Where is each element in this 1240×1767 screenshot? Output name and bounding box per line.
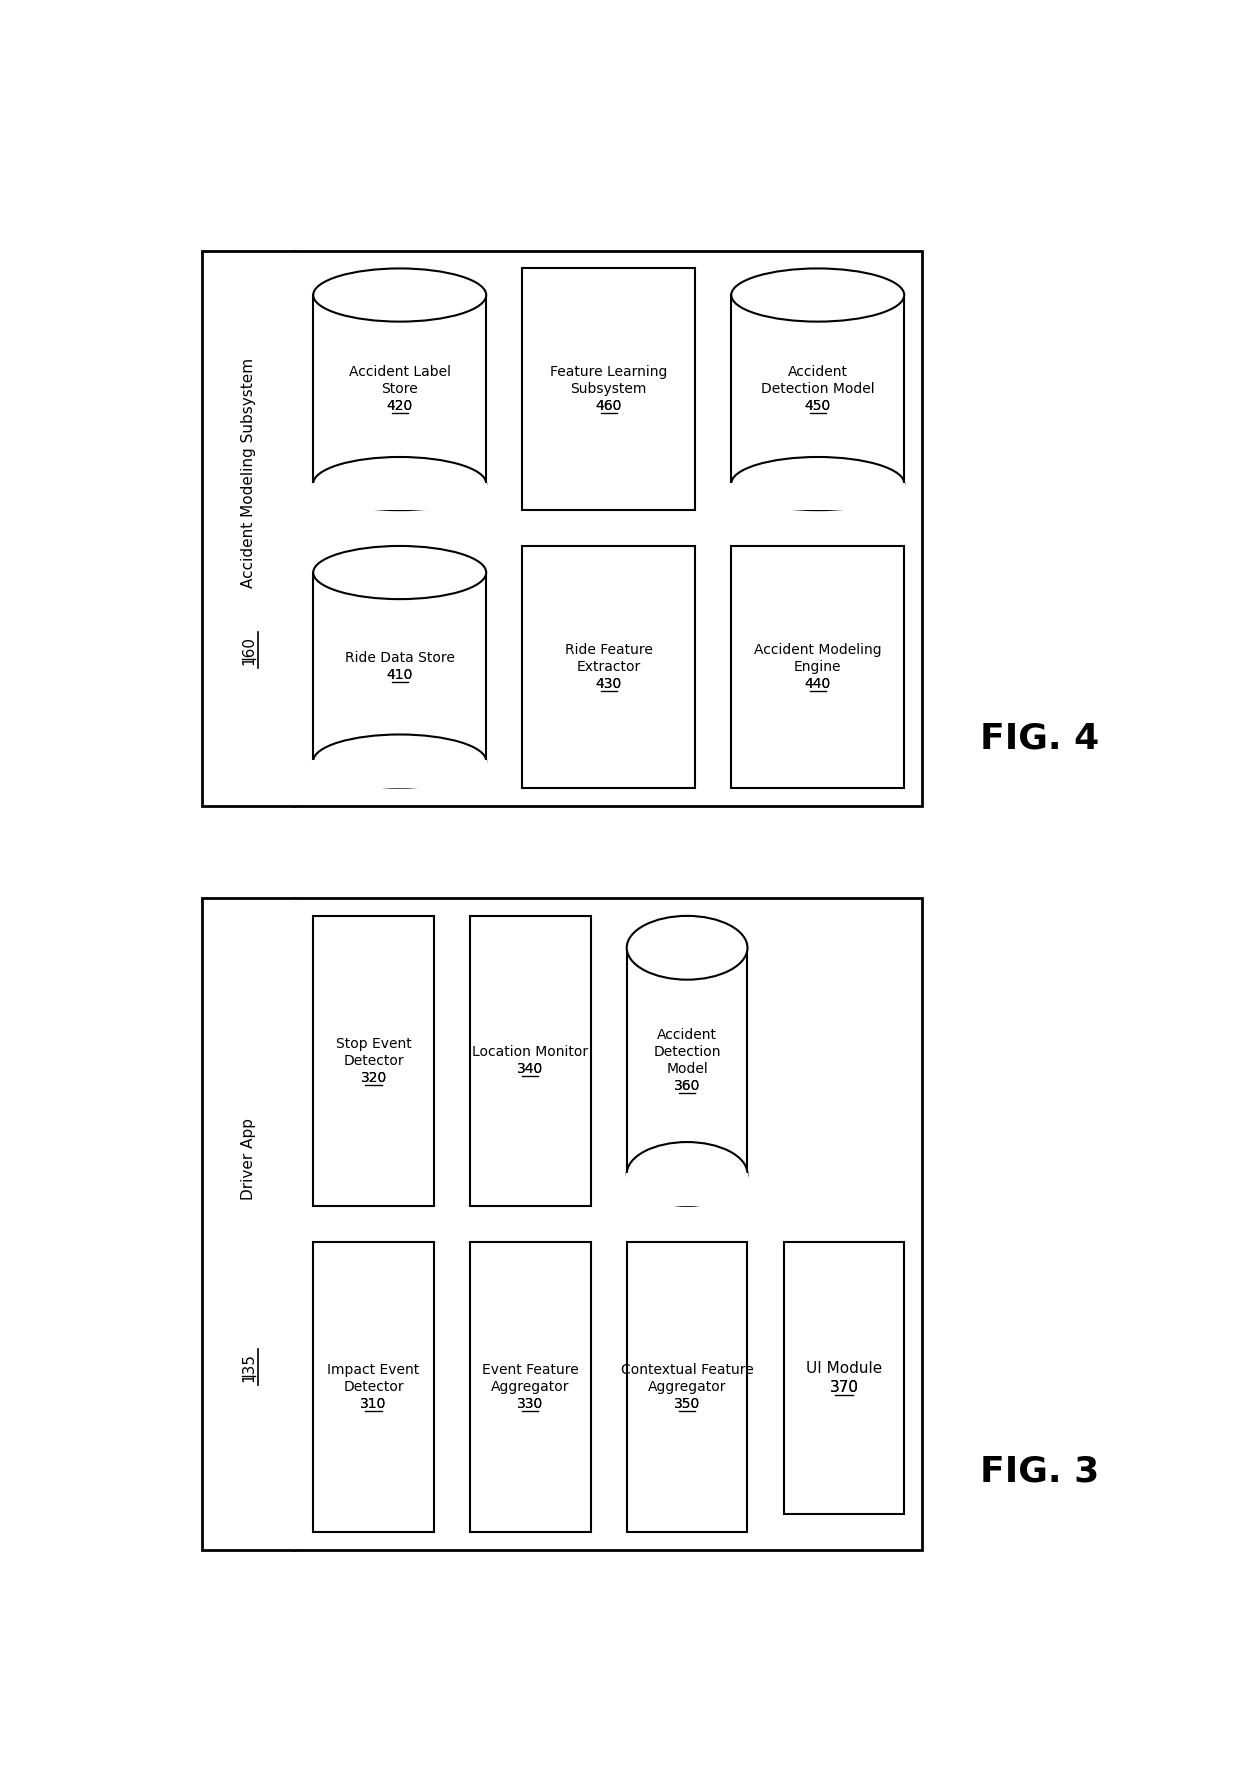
Text: 440: 440 xyxy=(805,677,831,691)
Bar xyxy=(522,546,696,788)
Text: Accident Modeling Subsystem: Accident Modeling Subsystem xyxy=(241,357,255,588)
Text: Detector: Detector xyxy=(343,1380,404,1394)
Text: Accident Label: Accident Label xyxy=(348,366,450,380)
Text: 350: 350 xyxy=(675,1396,701,1410)
Text: 310: 310 xyxy=(361,1396,387,1410)
Bar xyxy=(730,482,905,511)
Text: 450: 450 xyxy=(805,399,831,413)
Text: 420: 420 xyxy=(387,399,413,413)
Text: Location Monitor: Location Monitor xyxy=(472,1046,589,1060)
Text: 360: 360 xyxy=(673,1080,701,1094)
Text: 330: 330 xyxy=(517,1396,543,1410)
Bar xyxy=(732,295,904,484)
Ellipse shape xyxy=(732,269,904,322)
Text: Contextual Feature: Contextual Feature xyxy=(621,1362,754,1376)
Text: Accident Modeling: Accident Modeling xyxy=(754,643,882,657)
Text: Subsystem: Subsystem xyxy=(570,382,647,396)
Text: 430: 430 xyxy=(595,677,621,691)
Text: Accident: Accident xyxy=(657,1028,717,1043)
Text: 420: 420 xyxy=(387,399,413,413)
Text: Detector: Detector xyxy=(343,1053,404,1067)
Bar xyxy=(784,1242,904,1514)
Text: Model: Model xyxy=(666,1062,708,1076)
Text: 330: 330 xyxy=(517,1396,543,1410)
Bar xyxy=(626,1173,748,1205)
Bar xyxy=(732,546,904,788)
Bar xyxy=(314,295,486,484)
Bar xyxy=(312,482,487,511)
Text: 410: 410 xyxy=(387,668,413,682)
Bar xyxy=(470,915,590,1205)
Text: 135: 135 xyxy=(241,1352,255,1382)
Bar xyxy=(522,269,696,511)
Text: UI Module: UI Module xyxy=(806,1361,882,1376)
Text: Stop Event: Stop Event xyxy=(336,1037,412,1051)
Text: Accident: Accident xyxy=(787,366,848,380)
Text: Ride Data Store: Ride Data Store xyxy=(345,652,455,666)
Ellipse shape xyxy=(314,269,486,322)
Bar xyxy=(626,947,748,1173)
Text: 460: 460 xyxy=(595,399,622,413)
Bar xyxy=(314,1242,434,1532)
Bar xyxy=(314,573,486,762)
Text: 310: 310 xyxy=(361,1396,387,1410)
Text: 320: 320 xyxy=(361,1071,387,1085)
Text: 430: 430 xyxy=(595,677,621,691)
Text: Feature Learning: Feature Learning xyxy=(551,366,667,380)
Text: Extractor: Extractor xyxy=(577,659,641,673)
Text: Aggregator: Aggregator xyxy=(647,1380,727,1394)
Text: 370: 370 xyxy=(830,1380,858,1394)
Text: 450: 450 xyxy=(805,399,831,413)
Text: 440: 440 xyxy=(805,677,831,691)
Text: Impact Event: Impact Event xyxy=(327,1362,419,1376)
Bar xyxy=(626,1242,748,1532)
Text: 160: 160 xyxy=(241,636,255,664)
Text: FIG. 4: FIG. 4 xyxy=(980,723,1099,756)
Bar xyxy=(314,915,434,1205)
Bar xyxy=(470,1242,590,1532)
Text: Event Feature: Event Feature xyxy=(482,1362,579,1376)
Text: Detection Model: Detection Model xyxy=(761,382,874,396)
Text: 320: 320 xyxy=(361,1071,387,1085)
Ellipse shape xyxy=(314,546,486,599)
Text: 370: 370 xyxy=(830,1380,858,1394)
Bar xyxy=(312,760,487,788)
Text: Driver App: Driver App xyxy=(241,1117,255,1200)
Text: 360: 360 xyxy=(673,1080,701,1094)
Text: 410: 410 xyxy=(387,668,413,682)
Ellipse shape xyxy=(626,1141,748,1205)
Ellipse shape xyxy=(314,458,486,511)
Bar xyxy=(201,251,923,806)
Text: Engine: Engine xyxy=(794,659,842,673)
Ellipse shape xyxy=(626,915,748,979)
Text: 340: 340 xyxy=(517,1062,543,1076)
Text: Store: Store xyxy=(382,382,418,396)
Text: 350: 350 xyxy=(675,1396,701,1410)
Text: Aggregator: Aggregator xyxy=(491,1380,569,1394)
Text: Detection: Detection xyxy=(653,1046,720,1060)
Text: Ride Feature: Ride Feature xyxy=(564,643,652,657)
Text: 340: 340 xyxy=(517,1062,543,1076)
Ellipse shape xyxy=(314,735,486,788)
Ellipse shape xyxy=(732,458,904,511)
Text: FIG. 3: FIG. 3 xyxy=(980,1454,1099,1488)
Text: 460: 460 xyxy=(595,399,622,413)
Bar xyxy=(201,898,923,1550)
